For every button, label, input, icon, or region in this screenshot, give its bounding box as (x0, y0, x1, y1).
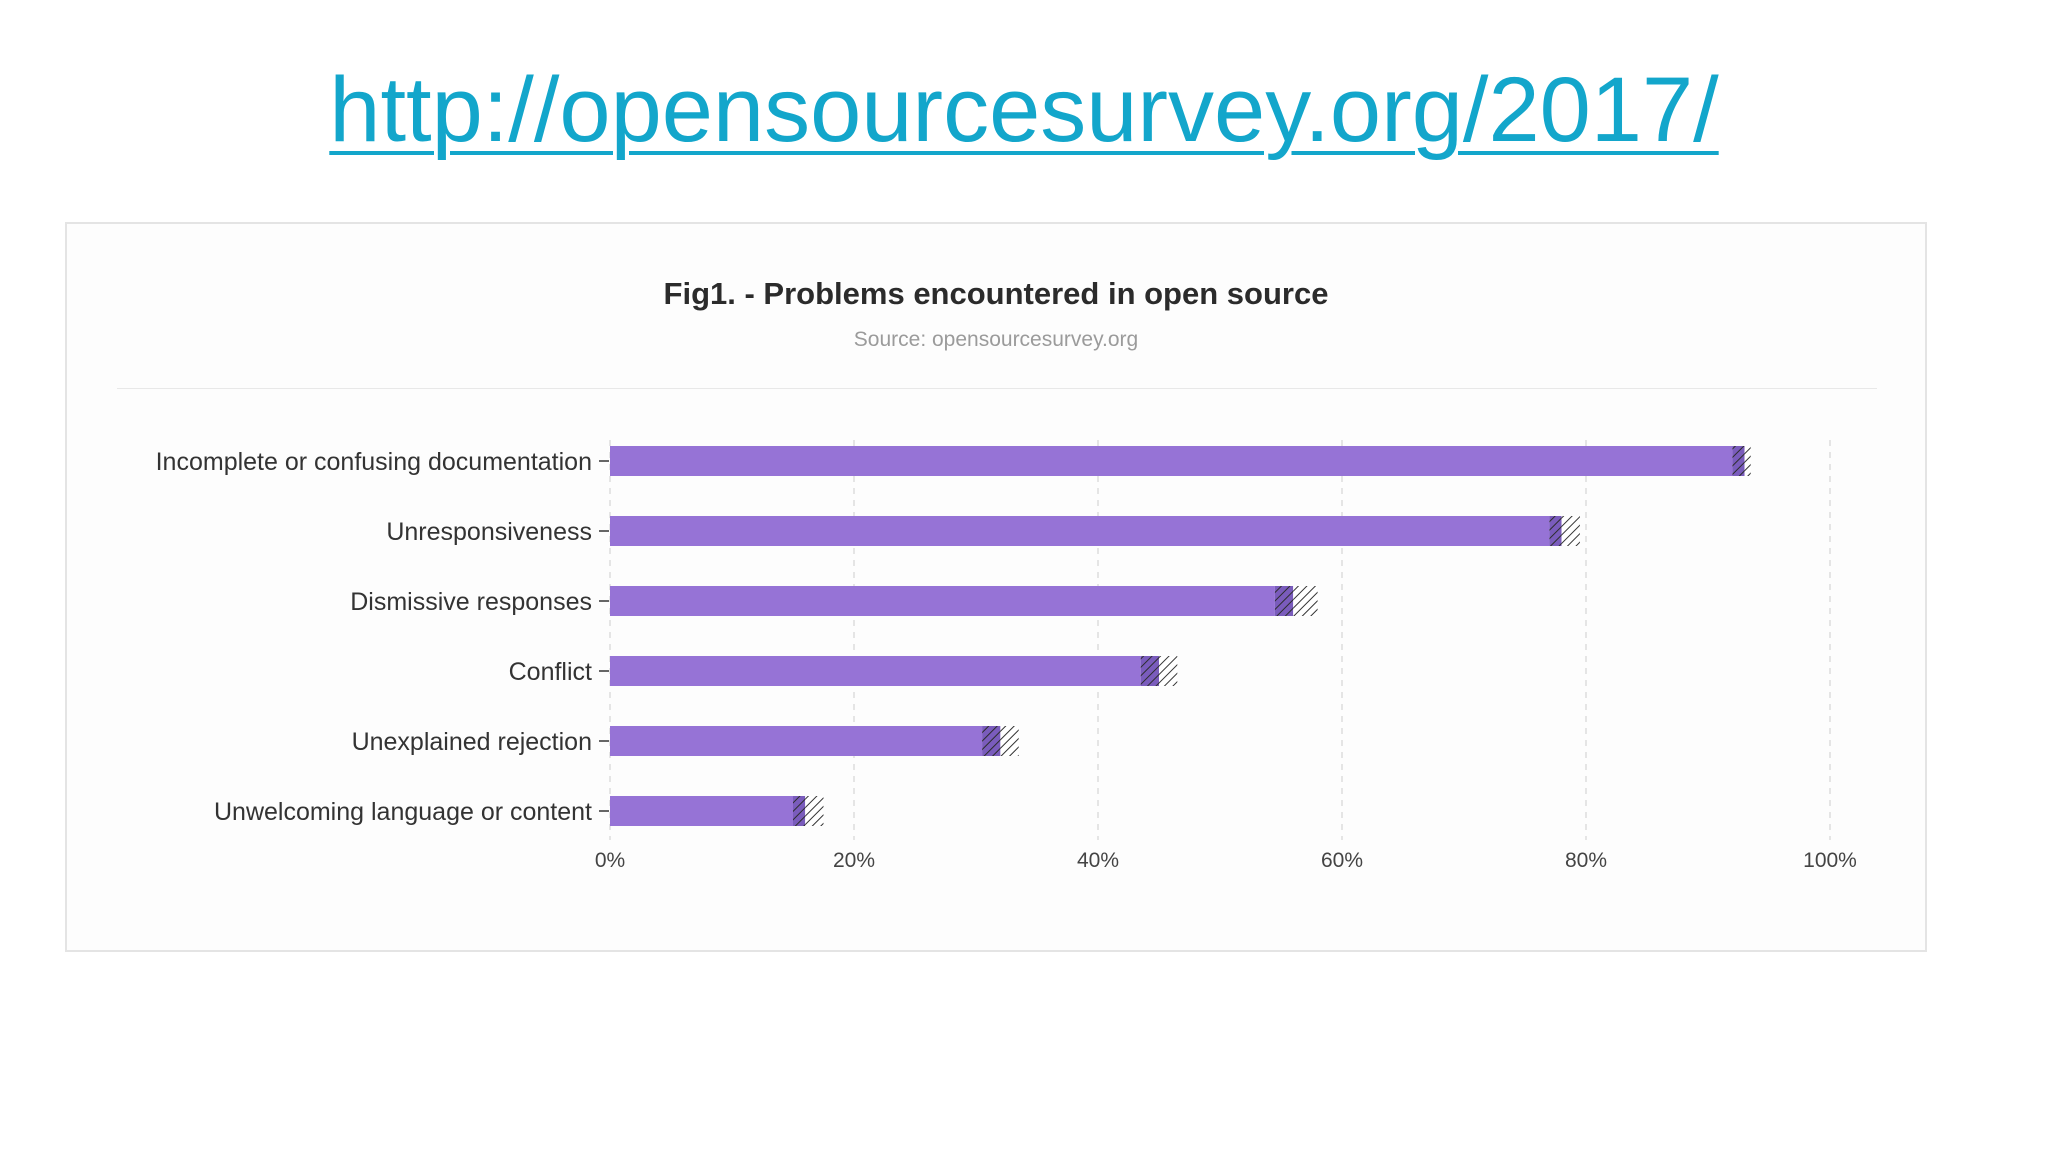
category-label: Conflict (509, 658, 592, 686)
x-tick-label: 40% (1077, 849, 1119, 872)
category-label: Unwelcoming language or content (214, 798, 592, 826)
bar (610, 726, 983, 756)
bar-uncertainty-outer (1561, 516, 1580, 546)
bars (610, 446, 1751, 826)
category-label: Incomplete or confusing documentation (156, 448, 592, 476)
x-tick-label: 100% (1803, 849, 1857, 872)
bar-uncertainty-outer (1000, 726, 1019, 756)
category-label: Dismissive responses (350, 588, 592, 616)
chart-source: Source: opensourcesurvey.org (853, 328, 1139, 351)
bar-uncertainty-inner (1140, 656, 1159, 686)
x-tick-label: 60% (1321, 849, 1363, 872)
bar-uncertainty-outer (1293, 586, 1318, 616)
bar-uncertainty-inner (793, 796, 806, 826)
title-divider (117, 388, 1877, 389)
x-axis-ticks: 0% 20% 40% 60% 80% 100% (595, 849, 1857, 872)
bar (610, 446, 1733, 476)
bar-uncertainty-outer (805, 796, 824, 826)
category-label: Unexplained rejection (352, 728, 592, 756)
x-tick-label: 80% (1565, 849, 1607, 872)
chart-title: Fig1. - Problems encountered in open sou… (663, 276, 1329, 311)
bar-uncertainty-outer (1159, 656, 1178, 686)
bar-uncertainty-inner (1549, 516, 1562, 546)
x-tick-label: 20% (833, 849, 875, 872)
category-labels: Incomplete or confusing documentation Unr… (156, 448, 609, 826)
bar (610, 586, 1275, 616)
gridlines (609, 440, 1831, 840)
bar (610, 516, 1550, 546)
bar (610, 796, 793, 826)
bar (610, 656, 1141, 686)
bar-uncertainty-inner (1732, 446, 1745, 476)
category-label: Unresponsiveness (386, 518, 592, 546)
bar-uncertainty-inner (982, 726, 1001, 756)
x-tick-label: 0% (595, 849, 625, 872)
bar-uncertainty-inner (1274, 586, 1294, 616)
survey-link[interactable]: http://opensourcesurvey.org/2017/ (329, 59, 1719, 161)
bar-uncertainty-outer (1744, 446, 1751, 476)
